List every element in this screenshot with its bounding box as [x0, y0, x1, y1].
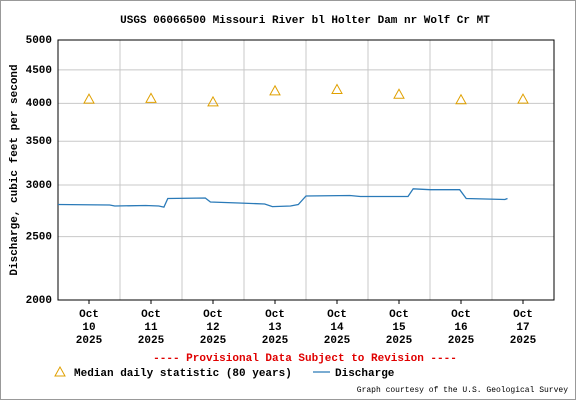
median-marker — [145, 92, 157, 103]
y-axis-label: Discharge, cubic feet per second — [9, 64, 21, 275]
x-tick-label: Oct — [451, 309, 471, 321]
y-tick-label: 2000 — [26, 295, 52, 307]
x-tick-label: Oct — [79, 309, 99, 321]
x-tick-label: 11 — [144, 322, 158, 334]
x-tick-label: 14 — [330, 322, 344, 334]
x-tick-label: Oct — [513, 309, 533, 321]
x-tick-label: 2025 — [386, 335, 413, 347]
x-tick-label: 10 — [82, 322, 95, 334]
y-tick-label: 4500 — [26, 65, 52, 77]
median-marker — [455, 93, 467, 105]
x-tick-label: 2025 — [448, 335, 475, 347]
x-tick-label: 2025 — [138, 335, 165, 347]
x-tick-label: 17 — [516, 322, 529, 334]
median-marker — [393, 88, 405, 99]
plot-border — [57, 39, 555, 301]
x-tick-label: 2025 — [262, 335, 289, 347]
x-tick-label: 2025 — [200, 335, 227, 347]
median-marker — [269, 84, 281, 96]
discharge-line — [57, 188, 508, 208]
y-tick-label: 5000 — [26, 35, 52, 47]
annotation: ---- Provisional Data Subject to Revisio… — [153, 353, 457, 365]
x-tick-label: Oct — [327, 309, 347, 321]
x-tick-label: 15 — [392, 322, 406, 334]
x-tick-label: Oct — [141, 309, 161, 321]
legend-marker — [54, 365, 66, 377]
median-marker — [207, 95, 219, 107]
x-tick-label: Oct — [203, 309, 223, 321]
legend-label: Discharge — [335, 368, 395, 380]
credit: Graph courtesy of the U.S. Geological Su… — [357, 386, 568, 395]
median-marker — [331, 83, 343, 94]
y-tick-label: 2500 — [26, 232, 52, 244]
x-tick-label: 2025 — [510, 335, 537, 347]
x-tick-label: 13 — [268, 322, 282, 334]
x-tick-label: 2025 — [76, 335, 103, 347]
x-tick-label: 12 — [206, 322, 219, 334]
y-tick-label: 3500 — [26, 136, 52, 148]
legend-label: Median daily statistic (80 years) — [74, 368, 292, 380]
chart-title: USGS 06066500 Missouri River bl Holter D… — [120, 15, 490, 27]
x-tick-label: 2025 — [324, 335, 351, 347]
x-tick-label: Oct — [389, 309, 409, 321]
x-tick-label: 16 — [454, 322, 467, 334]
median-marker — [517, 93, 529, 104]
x-tick-label: Oct — [265, 309, 285, 321]
median-marker — [83, 93, 95, 104]
y-tick-label: 3000 — [26, 180, 52, 192]
y-tick-label: 4000 — [26, 98, 52, 110]
